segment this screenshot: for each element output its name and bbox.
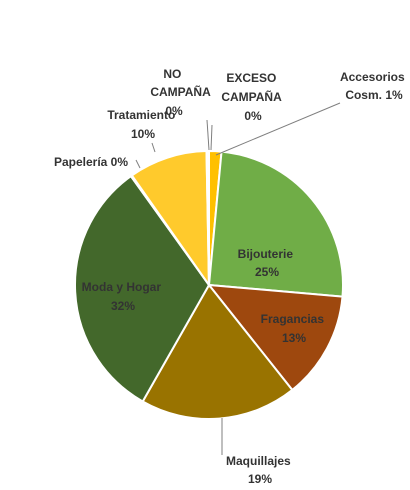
leader-line-tratamiento	[151, 142, 156, 153]
pie-slice-exceso-campa-a	[206, 149, 210, 286]
label-accesorios: Accesorios Cosm. 1%	[340, 70, 408, 102]
label-moda-hogar: Moda y Hogar 32%	[82, 280, 165, 313]
label-exceso-campana: EXCESO CAMPAÑA 0%	[221, 71, 284, 123]
label-bijouterie: Bijouterie 25%	[238, 247, 297, 279]
pie-slices	[74, 149, 344, 420]
leader-line-no-campana	[206, 119, 210, 151]
leader-lines	[135, 102, 341, 455]
pie-slice-maquillajes	[141, 283, 294, 420]
pie-slice-fragancias	[206, 283, 344, 392]
pie-slice-moda-y-hogar	[74, 174, 211, 403]
leader-line-papeleria	[135, 159, 141, 169]
leader-line-accesorios	[215, 102, 341, 156]
label-tratamiento: Tratamiento 10%	[107, 108, 178, 141]
label-no-campana: NO CAMPAÑA 0%	[150, 67, 213, 118]
leader-line-exceso	[210, 124, 213, 151]
label-fragancias: Fragancias 13%	[261, 312, 328, 345]
pie-slice-bijouterie	[207, 150, 344, 298]
label-papeleria: Papelería 0%	[54, 155, 128, 169]
pie-slice-tratamiento	[130, 150, 211, 289]
label-maquillajes: Maquillajes 19%	[226, 454, 294, 486]
